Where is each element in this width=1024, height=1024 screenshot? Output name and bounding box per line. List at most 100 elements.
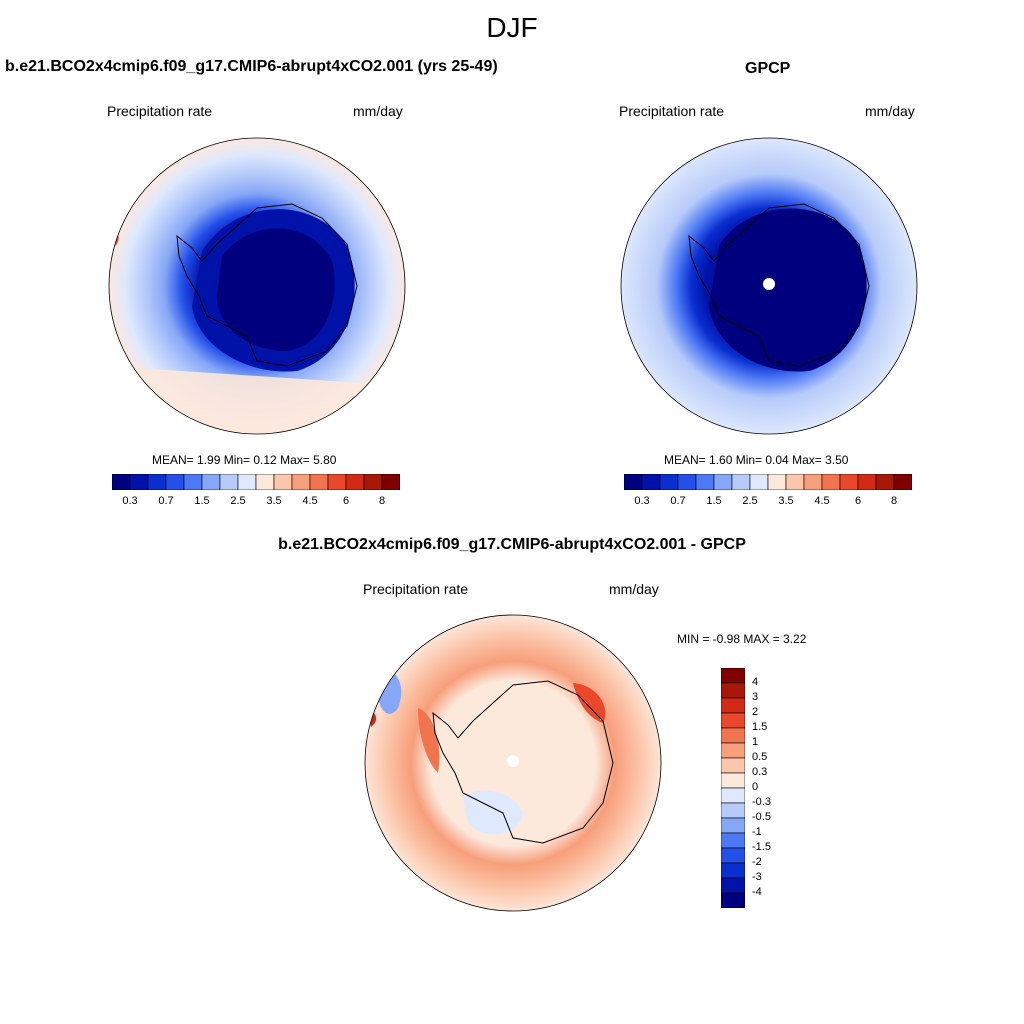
obs-colorbar-tick-label: 6 xyxy=(854,495,862,507)
obs-colorbar-labels: 0.3 0.7 1.5 2.5 3.5 4.5 6 8 xyxy=(624,495,912,509)
obs-variable-label: Precipitation rate xyxy=(619,103,725,119)
obs-colorbar-box-13 xyxy=(857,474,877,490)
model-colorbar-box-5 xyxy=(201,474,221,490)
diff-colorbar-box-7 xyxy=(721,772,745,789)
diff-colorbar-tick-label: 4 xyxy=(752,676,759,688)
page-title: DJF xyxy=(486,12,538,43)
model-colorbar-box-3 xyxy=(165,474,185,490)
obs-polar-map xyxy=(620,137,918,435)
obs-colorbar-tick-label: 2.5 xyxy=(742,495,758,507)
obs-colorbar-box-4 xyxy=(695,474,715,490)
diff-colorbar-box-14 xyxy=(721,877,745,894)
model-colorbar-box-4 xyxy=(183,474,203,490)
model-colorbar-tick-label: 6 xyxy=(342,495,350,507)
obs-colorbar-tick-label: 3.5 xyxy=(778,495,794,507)
model-colorbar-box-11 xyxy=(309,474,329,490)
pole-missing-data xyxy=(763,278,775,290)
diff-variable-label: Precipitation rate xyxy=(363,581,469,597)
diff-polar-map xyxy=(364,614,662,912)
model-colorbar-box-2 xyxy=(147,474,167,490)
model-colorbar-tick-label: 4.5 xyxy=(302,495,318,507)
obs-colorbar-box-5 xyxy=(713,474,733,490)
diff-colorbar-tick-label: 3 xyxy=(752,691,759,703)
diff-panel-title: b.e21.BCO2x4cmip6.f09_g17.CMIP6-abrupt4x… xyxy=(278,536,746,553)
diff-colorbar-tick-label: 0 xyxy=(752,781,759,793)
diff-colorbar-box-15 xyxy=(721,892,745,908)
obs-colorbar-box-2 xyxy=(659,474,679,490)
obs-stats: MEAN= 1.60 Min= 0.04 Max= 3.50 xyxy=(664,453,849,467)
diff-colorbar-box-3 xyxy=(721,712,745,729)
diff-colorbar-box-12 xyxy=(721,847,745,864)
pole-missing-data xyxy=(507,755,519,767)
diff-minmax: MIN = -0.98 MAX = 3.22 xyxy=(677,632,807,646)
diff-colorbar-tick-label: 0.5 xyxy=(752,751,768,763)
obs-colorbar-box-10 xyxy=(803,474,823,490)
obs-colorbar-box-7 xyxy=(749,474,769,490)
model-colorbar-tick-label: 2.5 xyxy=(230,495,246,507)
obs-colorbar-tick-label: 8 xyxy=(890,495,898,507)
diff-colorbar-box-5 xyxy=(721,742,745,759)
model-polar-map xyxy=(108,137,406,435)
model-colorbar-box-12 xyxy=(327,474,347,490)
antarctica-coastline xyxy=(432,680,614,844)
obs-colorbar-tick-label: 0.7 xyxy=(670,495,686,507)
model-colorbar-tick-label: 3.5 xyxy=(266,495,282,507)
diff-colorbar-box-11 xyxy=(721,832,745,849)
model-colorbar-box-15 xyxy=(381,474,400,490)
diff-colorbar-box-13 xyxy=(721,862,745,879)
obs-colorbar-box-3 xyxy=(677,474,697,490)
model-colorbar-box-8 xyxy=(255,474,275,490)
diff-colorbar-tick-label: -1 xyxy=(752,826,762,838)
obs-colorbar-box-1 xyxy=(641,474,661,490)
diff-colorbar xyxy=(721,668,745,908)
model-panel-title: b.e21.BCO2x4cmip6.f09_g17.CMIP6-abrupt4x… xyxy=(5,58,498,75)
model-colorbar-box-1 xyxy=(129,474,149,490)
model-colorbar-box-7 xyxy=(237,474,257,490)
diff-units-label: mm/day xyxy=(609,581,659,597)
obs-colorbar-box-0 xyxy=(624,474,643,490)
diff-colorbar-box-8 xyxy=(721,787,745,804)
diff-colorbar-box-1 xyxy=(721,682,745,699)
obs-colorbar-tick-label: 4.5 xyxy=(814,495,830,507)
obs-colorbar-box-11 xyxy=(821,474,841,490)
diff-colorbar-box-6 xyxy=(721,757,745,774)
model-colorbar-labels: 0.3 0.7 1.5 2.5 3.5 4.5 6 8 xyxy=(112,495,400,509)
diff-colorbar-box-10 xyxy=(721,817,745,834)
model-colorbar-tick-label: 8 xyxy=(378,495,386,507)
model-colorbar-box-10 xyxy=(291,474,311,490)
model-colorbar-box-9 xyxy=(273,474,293,490)
diff-colorbar-tick-label: 0.3 xyxy=(752,766,768,778)
diff-colorbar-box-9 xyxy=(721,802,745,819)
diff-colorbar-box-0 xyxy=(721,668,745,684)
obs-colorbar-box-6 xyxy=(731,474,751,490)
model-colorbar-tick-label: 0.3 xyxy=(122,495,138,507)
model-colorbar-box-14 xyxy=(363,474,383,490)
model-colorbar-tick-label: 1.5 xyxy=(194,495,210,507)
diff-colorbar-tick-label: -2 xyxy=(752,856,762,868)
obs-colorbar-tick-label: 1.5 xyxy=(706,495,722,507)
model-colorbar-box-6 xyxy=(219,474,239,490)
diff-colorbar-tick-label: -3 xyxy=(752,871,762,883)
obs-colorbar-box-15 xyxy=(893,474,912,490)
obs-colorbar-tick-label: 0.3 xyxy=(634,495,650,507)
model-colorbar xyxy=(112,474,400,490)
diff-colorbar-box-4 xyxy=(721,727,745,744)
obs-colorbar xyxy=(624,474,912,490)
model-units-label: mm/day xyxy=(353,103,403,119)
model-stats: MEAN= 1.99 Min= 0.12 Max= 5.80 xyxy=(152,453,337,467)
model-variable-label: Precipitation rate xyxy=(107,103,213,119)
diff-colorbar-tick-label: -4 xyxy=(752,886,762,898)
model-colorbar-box-0 xyxy=(112,474,131,490)
model-colorbar-box-13 xyxy=(345,474,365,490)
obs-units-label: mm/day xyxy=(865,103,915,119)
obs-colorbar-box-14 xyxy=(875,474,895,490)
obs-panel-title: GPCP xyxy=(745,60,791,77)
diff-colorbar-tick-label: -1.5 xyxy=(752,841,771,853)
diff-colorbar-tick-label: 1.5 xyxy=(752,721,768,733)
diff-colorbar-tick-label: -0.3 xyxy=(752,796,771,808)
diff-colorbar-labels: 4 3 2 1.5 1 0.5 0.3 0 -0.3 -0.5 -1 -1.5 -2 -3 -4 xyxy=(752,668,792,908)
obs-colorbar-box-9 xyxy=(785,474,805,490)
diff-colorbar-tick-label: 2 xyxy=(752,706,759,718)
antarctica-coastline xyxy=(176,203,358,367)
diff-colorbar-box-2 xyxy=(721,697,745,714)
